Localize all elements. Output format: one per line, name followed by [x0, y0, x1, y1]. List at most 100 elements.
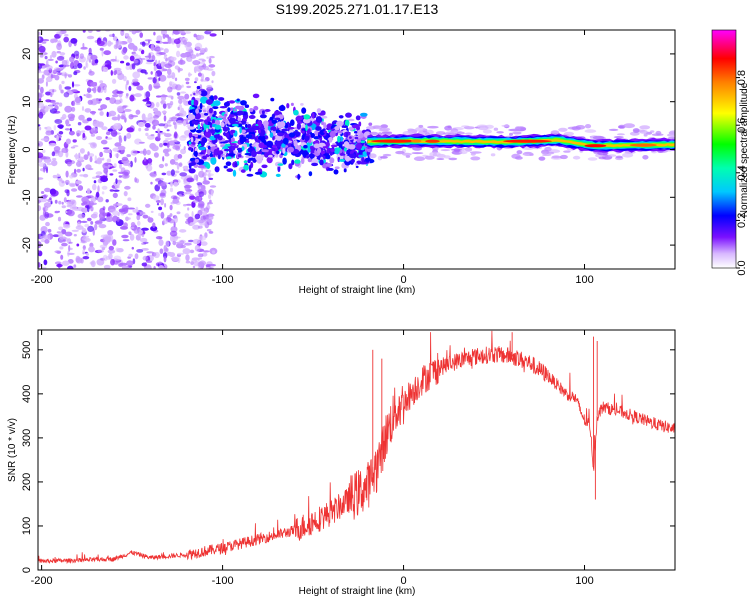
halo-blob: [514, 126, 521, 132]
noise-blob: [100, 104, 108, 110]
snr-x-label: Height of straight line (km): [299, 586, 416, 597]
halo-blob: [584, 129, 597, 133]
scatter-blob: [271, 119, 278, 124]
scatter-blob: [347, 118, 355, 122]
noise-blob: [163, 48, 169, 54]
noise-blob: [46, 162, 53, 166]
noise-blob: [121, 49, 127, 55]
noise-blob: [166, 74, 172, 79]
noise-blob: [141, 248, 149, 251]
noise-blob: [150, 225, 158, 232]
noise-blob: [71, 229, 80, 232]
scatter-blob: [277, 132, 285, 137]
noise-blob: [211, 70, 216, 77]
noise-blob: [188, 72, 191, 77]
noise-blob: [174, 65, 180, 70]
scatter-blob: [329, 130, 336, 138]
scatter-blob: [323, 122, 327, 130]
noise-blob: [161, 30, 167, 36]
scatter-blob: [261, 110, 265, 115]
halo-blob: [572, 155, 581, 160]
scatter-blob: [301, 107, 307, 114]
noise-blob: [72, 139, 77, 143]
noise-blob: [45, 81, 48, 87]
noise-blob: [138, 141, 145, 144]
noise-blob: [182, 120, 187, 127]
noise-blob: [98, 108, 103, 111]
noise-blob: [59, 52, 66, 56]
noise-blob: [131, 246, 134, 250]
scatter-blob: [206, 149, 211, 155]
scatter-blob: [325, 141, 330, 148]
scatter-blob: [274, 117, 281, 121]
noise-blob: [75, 180, 82, 185]
noise-blob: [153, 31, 156, 36]
scatter-blob: [261, 164, 268, 169]
scatter-blob: [223, 148, 230, 152]
spectrogram-y-ticks: -20 -10 0 10 20: [21, 48, 675, 253]
noise-blob: [162, 41, 170, 44]
scatter-blob: [319, 129, 325, 136]
noise-blob: [206, 169, 212, 173]
noise-blob: [138, 127, 142, 132]
noise-blob: [71, 89, 78, 92]
colorbar-tick-label: 0.2: [736, 213, 748, 228]
noise-blob: [169, 230, 178, 237]
scatter-blob: [333, 169, 339, 175]
noise-blob: [94, 223, 98, 231]
scatter-blob: [215, 117, 223, 121]
noise-blob: [89, 156, 93, 163]
scatter-blob: [321, 121, 324, 126]
scatter-blob: [313, 143, 321, 149]
scatter-blob: [348, 144, 356, 150]
noise-blob: [135, 178, 140, 184]
halo-blob: [372, 125, 383, 130]
noise-blob: [125, 93, 129, 97]
noise-blob: [83, 94, 86, 97]
noise-blob: [142, 148, 147, 156]
noise-blob: [139, 237, 148, 243]
noise-blob: [169, 204, 173, 211]
noise-blob: [56, 31, 63, 35]
scatter-blob: [199, 102, 203, 110]
noise-blob: [54, 210, 59, 214]
noise-blob: [157, 184, 161, 187]
halo-blob: [493, 127, 499, 131]
band-hotspot: [584, 144, 607, 148]
noise-blob: [103, 167, 109, 174]
noise-blob: [45, 99, 52, 103]
scatter-blob: [310, 133, 315, 138]
noise-blob: [96, 157, 103, 165]
scatter-blob: [349, 153, 356, 159]
colorbar-tick-label: 0.8: [736, 70, 748, 85]
noise-blob: [137, 121, 145, 128]
noise-blob: [90, 127, 98, 134]
noise-blob: [147, 77, 154, 80]
noise-blob: [161, 172, 167, 176]
noise-blob: [122, 239, 130, 242]
snr-content: [38, 330, 675, 565]
scatter-blob: [358, 150, 363, 156]
noise-blob: [53, 110, 61, 114]
noise-blob: [169, 81, 173, 87]
noise-blob: [54, 33, 61, 39]
halo-blob: [632, 128, 640, 133]
scatter-blob: [198, 146, 206, 151]
noise-blob: [189, 195, 196, 200]
noise-blob: [70, 38, 78, 44]
noise-blob: [209, 185, 217, 188]
scatter-blob: [307, 158, 312, 163]
noise-blob: [38, 141, 44, 147]
noise-blob: [146, 149, 151, 156]
noise-blob: [51, 151, 56, 157]
scatter-blob: [228, 100, 236, 104]
scatter-blob: [308, 171, 313, 177]
noise-blob: [82, 245, 86, 251]
noise-blob: [194, 42, 203, 50]
noise-blob: [192, 238, 201, 245]
scatter-blob: [205, 99, 213, 105]
noise-blob: [186, 177, 195, 183]
scatter-blob: [224, 140, 230, 143]
band-hotspot: [410, 139, 422, 143]
noise-blob: [58, 177, 63, 182]
